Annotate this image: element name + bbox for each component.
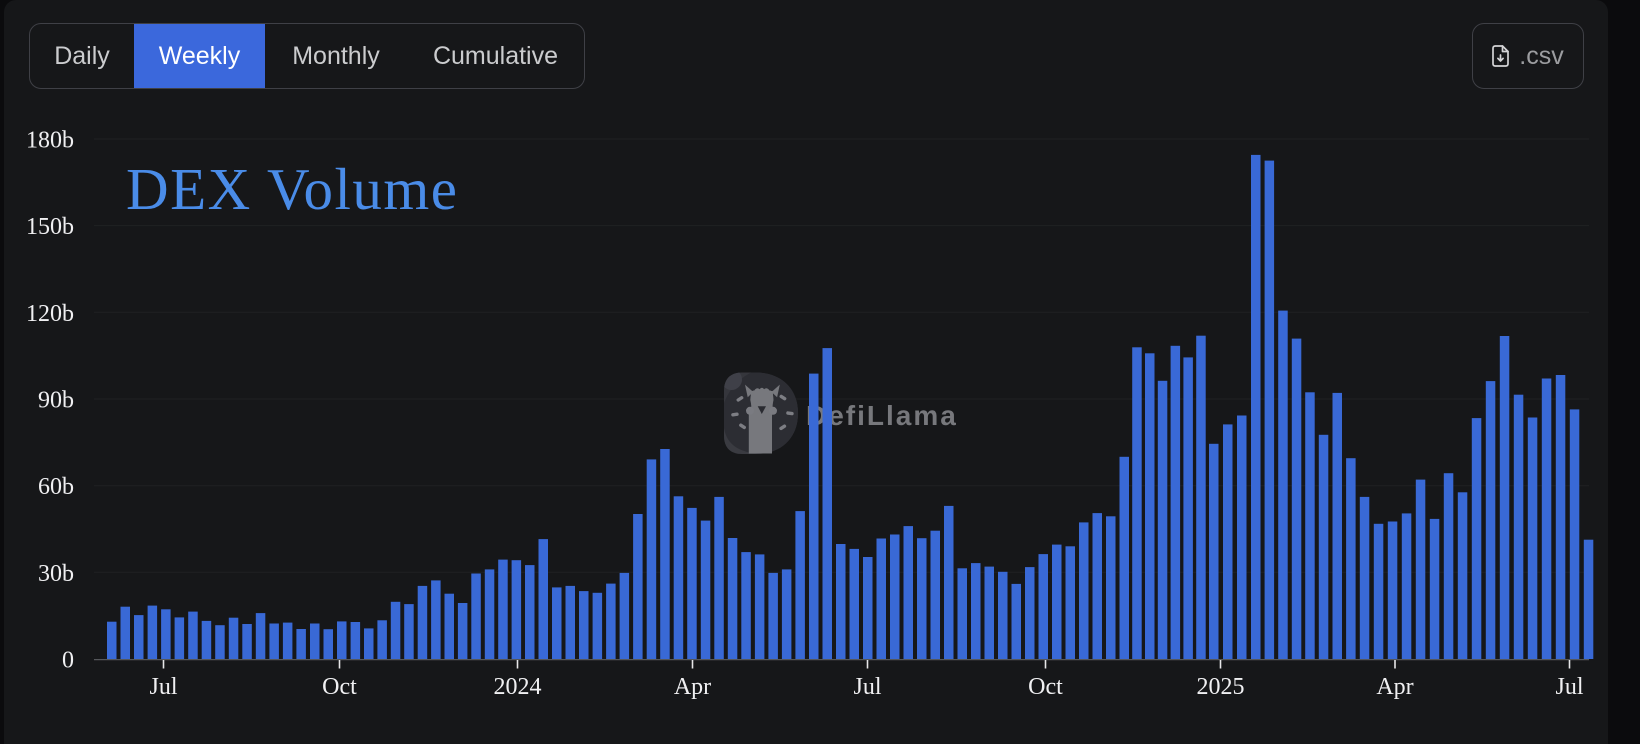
svg-text:150b: 150b [26, 214, 74, 240]
svg-text:Jul: Jul [853, 674, 881, 700]
svg-text:Jul: Jul [149, 674, 177, 700]
svg-text:0: 0 [62, 648, 74, 674]
svg-text:180b: 180b [26, 128, 74, 154]
svg-text:Apr: Apr [1376, 674, 1413, 700]
svg-text:90b: 90b [38, 388, 74, 414]
svg-text:30b: 30b [38, 561, 74, 587]
svg-text:DEX Volume: DEX Volume [126, 156, 458, 222]
svg-text:Apr: Apr [674, 674, 711, 700]
svg-text:2024: 2024 [494, 674, 542, 700]
svg-text:120b: 120b [26, 301, 74, 327]
svg-text:60b: 60b [38, 474, 74, 500]
svg-text:Jul: Jul [1555, 674, 1583, 700]
svg-text:Oct: Oct [1028, 674, 1063, 700]
svg-text:Oct: Oct [322, 674, 357, 700]
svg-text:2025: 2025 [1197, 674, 1245, 700]
